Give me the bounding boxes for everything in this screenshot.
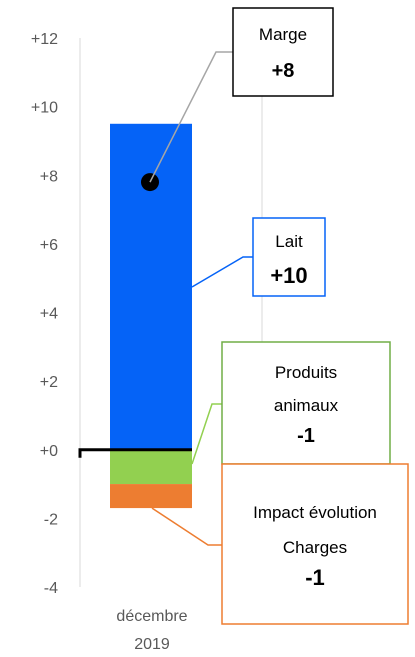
x-category-label: décembre	[116, 608, 187, 625]
bar-produits-animaux	[110, 449, 192, 485]
y-tick-label: +12	[31, 31, 58, 48]
annotation-label-marge: Marge	[259, 25, 307, 44]
bar-lait	[110, 123, 192, 450]
leader-charges	[151, 507, 222, 546]
leader-lait	[191, 256, 253, 288]
annotation-value-charges: -1	[305, 565, 325, 590]
annotation-label-produits: animaux	[274, 396, 339, 415]
y-axis-tick-labels: +12 +10 +8 +6 +4 +2 +0 -2 -4	[31, 31, 58, 597]
leader-lines	[149, 51, 253, 546]
bar-impact-charges	[110, 484, 192, 509]
annotation-box-produits	[221, 341, 391, 465]
x-category-label: 2019	[134, 636, 170, 653]
zero-baseline	[78, 448, 192, 458]
annotation-boxes: Marge +8 Lait +10 Produits animaux -1 Impact év…	[221, 7, 409, 625]
annotation-label-charges: Charges	[283, 538, 347, 557]
y-tick-label: +10	[31, 100, 58, 117]
y-tick-label: +8	[40, 168, 58, 185]
y-tick-label: +6	[40, 237, 58, 254]
bar-segments	[78, 123, 192, 509]
annotation-value-marge: +8	[272, 60, 295, 82]
annotation-label-charges: Impact évolution	[253, 503, 377, 522]
leader-marge	[149, 51, 233, 183]
annotation-label-produits: Produits	[275, 363, 337, 382]
annotation-box-marge	[232, 7, 334, 97]
annotation-label-lait: Lait	[275, 232, 303, 251]
annotation-value-produits: -1	[297, 425, 315, 447]
y-tick-label: +4	[40, 306, 58, 323]
annotation-box-lait	[252, 217, 326, 297]
y-tick-label: -4	[44, 580, 58, 597]
leader-produits	[191, 403, 222, 465]
annotation-value-lait: +10	[270, 263, 307, 288]
y-tick-label: -2	[44, 511, 58, 528]
y-tick-label: +2	[40, 374, 58, 391]
y-tick-label: +0	[40, 443, 58, 460]
x-axis-category-labels: décembre 2019	[116, 608, 187, 653]
annotation-box-charges	[221, 463, 409, 625]
